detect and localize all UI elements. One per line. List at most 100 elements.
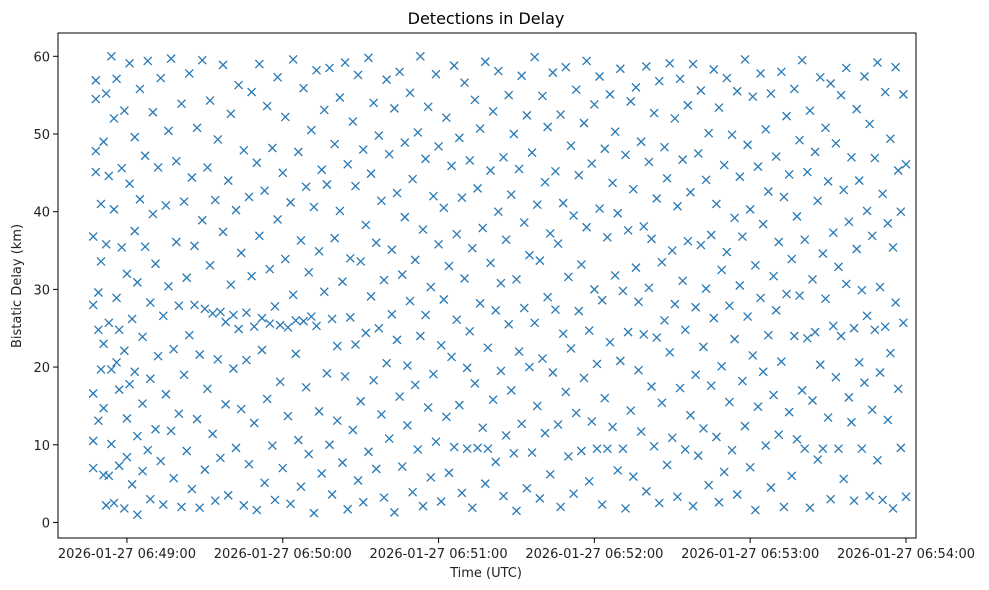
data-point (109, 204, 119, 214)
data-point (522, 483, 532, 493)
data-point (883, 218, 893, 228)
y-axis-label: Bistatic Delay (km) (10, 224, 25, 348)
data-point (696, 86, 706, 95)
data-point (265, 319, 275, 329)
data-point (821, 123, 830, 133)
data-point (283, 322, 293, 332)
data-point (260, 186, 270, 196)
data-point (125, 58, 135, 68)
data-point (831, 372, 841, 382)
data-point (423, 102, 433, 112)
data-point (771, 152, 781, 161)
data-point (395, 392, 405, 402)
data-point (122, 413, 132, 423)
data-point (444, 468, 454, 478)
data-point (776, 357, 786, 367)
data-point (244, 192, 254, 202)
data-point (145, 374, 155, 384)
data-point (99, 137, 109, 147)
data-point (499, 491, 508, 501)
data-point (348, 117, 358, 127)
data-point (815, 72, 825, 82)
data-point (540, 177, 550, 187)
x-tick-label: 2026-01-27 06:51:00 (370, 547, 508, 562)
data-point (792, 211, 802, 221)
data-point (441, 113, 451, 123)
data-point (192, 123, 202, 133)
data-point (343, 159, 353, 169)
data-point (106, 364, 116, 374)
data-point (358, 145, 368, 154)
y-tick-label: 0 (42, 516, 50, 531)
data-point (704, 480, 714, 490)
points-layer (88, 51, 911, 520)
data-point (597, 295, 607, 305)
data-point (304, 267, 314, 277)
data-point (673, 492, 682, 502)
data-point (574, 170, 584, 180)
data-point (732, 86, 742, 96)
data-point (428, 369, 438, 379)
data-point (566, 141, 576, 151)
data-point (878, 189, 888, 199)
data-point (483, 343, 493, 353)
data-point (475, 124, 485, 134)
data-point (366, 291, 376, 301)
data-point (517, 419, 527, 429)
data-point (857, 285, 867, 295)
data-point (431, 69, 441, 79)
data-point (327, 490, 337, 499)
data-point (122, 452, 132, 462)
data-point (392, 335, 402, 345)
data-point (454, 400, 464, 410)
data-point (325, 440, 334, 450)
data-point (849, 496, 859, 506)
data-point (901, 159, 911, 169)
data-point (789, 331, 799, 341)
data-point (335, 206, 345, 216)
data-point (680, 325, 690, 335)
data-point (727, 130, 737, 140)
data-point (405, 296, 415, 306)
data-point (439, 203, 449, 213)
data-point (852, 104, 862, 114)
data-point (893, 166, 903, 175)
data-point (166, 426, 176, 436)
data-point (465, 155, 475, 165)
data-point (187, 484, 197, 494)
data-point (91, 146, 101, 156)
data-point (273, 72, 283, 82)
data-point (745, 204, 755, 214)
data-point (636, 427, 646, 437)
data-point (514, 164, 524, 174)
x-axis-label: Time (UTC) (449, 566, 522, 581)
data-point (512, 274, 521, 284)
data-point (395, 67, 405, 77)
data-point (584, 476, 594, 486)
data-point (202, 162, 212, 172)
data-point (493, 207, 503, 217)
data-point (140, 151, 150, 161)
data-point (293, 147, 303, 157)
data-point (587, 417, 597, 426)
data-point (319, 105, 329, 115)
data-point (127, 314, 137, 324)
data-point (823, 176, 833, 186)
data-point (389, 103, 399, 113)
data-point (145, 494, 155, 504)
data-point (402, 420, 412, 430)
data-point (299, 316, 308, 326)
data-point (608, 178, 618, 188)
data-point (563, 451, 573, 461)
data-point (164, 281, 173, 291)
data-point (252, 158, 262, 168)
data-point (345, 312, 355, 322)
data-point (662, 173, 672, 183)
data-point (291, 316, 301, 325)
data-point (732, 490, 742, 499)
data-point (91, 167, 101, 177)
data-point (828, 228, 838, 238)
data-point (470, 95, 480, 105)
data-point (473, 183, 482, 193)
data-point (756, 68, 766, 78)
